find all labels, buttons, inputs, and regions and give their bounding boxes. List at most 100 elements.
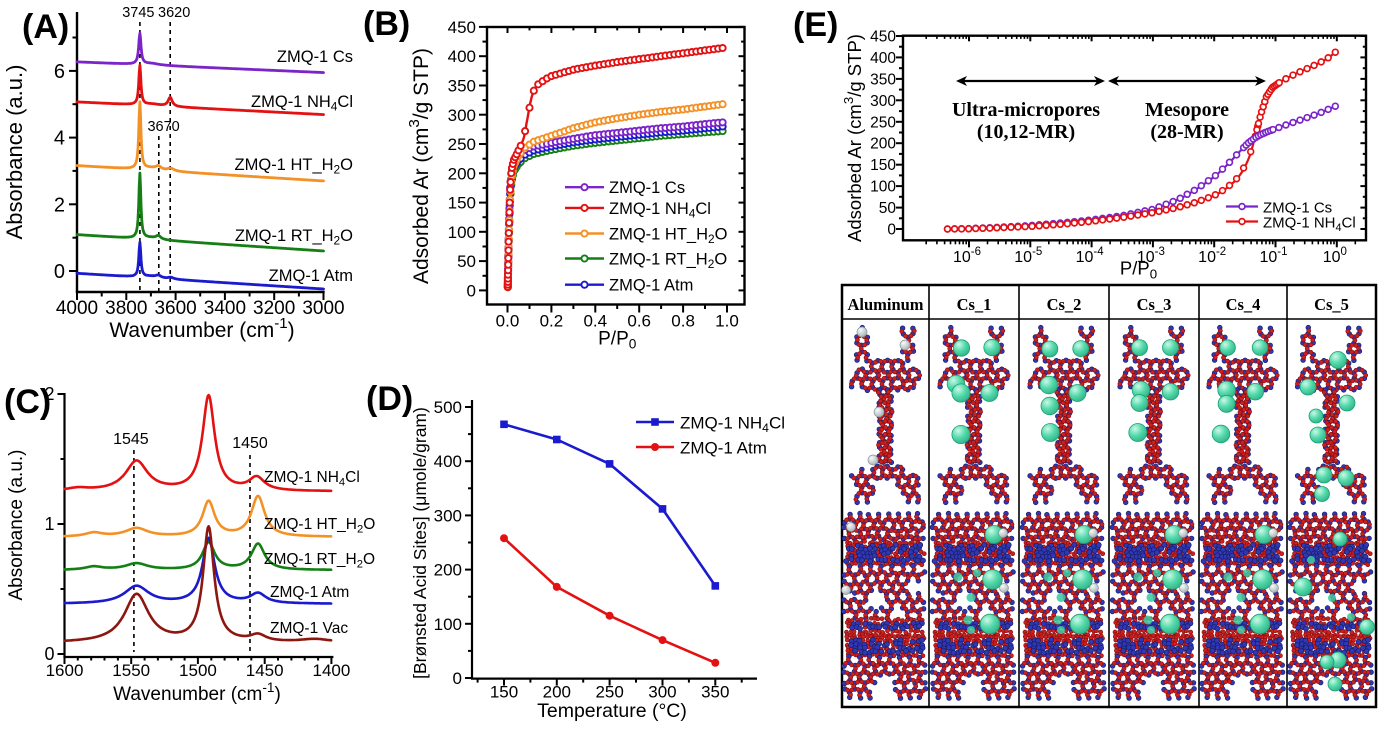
svg-text:P/P0: P/P0	[598, 329, 637, 352]
svg-text:(B): (B)	[363, 5, 410, 43]
svg-text:(C): (C)	[4, 383, 51, 421]
svg-text:3400: 3400	[204, 298, 246, 319]
svg-text:1500: 1500	[179, 661, 217, 680]
svg-text:4000: 4000	[56, 298, 98, 319]
svg-text:1450: 1450	[232, 435, 268, 452]
svg-text:ZMQ-1 RT_H2O: ZMQ-1 RT_H2O	[264, 551, 375, 570]
svg-text:100: 100	[434, 615, 462, 634]
svg-text:0.8: 0.8	[671, 312, 695, 331]
svg-text:ZMQ-1 NH4Cl: ZMQ-1 NH4Cl	[1263, 215, 1356, 234]
svg-text:3670: 3670	[147, 119, 179, 135]
svg-text:10-3: 10-3	[1137, 246, 1165, 266]
svg-text:(D): (D)	[366, 380, 413, 418]
svg-text:200: 200	[448, 164, 476, 183]
svg-text:[Brønsted Acid Sites] (μmole/g: [Brønsted Acid Sites] (μmole/gram)	[410, 407, 430, 679]
svg-text:Cs_2: Cs_2	[1047, 295, 1082, 314]
svg-text:200: 200	[434, 561, 462, 580]
svg-text:ZMQ-1 Cs: ZMQ-1 Cs	[277, 48, 353, 66]
svg-text:10-5: 10-5	[1014, 246, 1042, 266]
svg-text:3800: 3800	[105, 298, 147, 319]
svg-text:350: 350	[701, 683, 729, 702]
svg-text:Mesopore: Mesopore	[1145, 99, 1229, 121]
svg-text:1600: 1600	[46, 661, 84, 680]
svg-text:400: 400	[434, 452, 462, 471]
svg-text:450: 450	[870, 28, 896, 45]
svg-text:(10,12-MR): (10,12-MR)	[977, 121, 1075, 143]
svg-text:1.0: 1.0	[715, 312, 739, 331]
svg-text:4: 4	[54, 128, 65, 150]
svg-text:500: 500	[434, 398, 462, 417]
svg-text:10-2: 10-2	[1198, 246, 1226, 266]
svg-text:400: 400	[448, 47, 476, 66]
svg-text:ZMQ-1 HT_H2O: ZMQ-1 HT_H2O	[609, 226, 728, 247]
svg-text:250: 250	[870, 114, 896, 131]
svg-text:ZMQ-1 Atm: ZMQ-1 Atm	[269, 267, 353, 285]
svg-text:100: 100	[870, 179, 896, 196]
svg-text:Aluminum: Aluminum	[847, 295, 923, 314]
svg-text:3620: 3620	[158, 5, 190, 21]
svg-text:(A): (A)	[22, 8, 69, 46]
svg-text:250: 250	[595, 683, 623, 702]
svg-text:3600: 3600	[154, 298, 196, 319]
svg-text:Adsorbed Ar (cm3/g STP): Adsorbed Ar (cm3/g STP)	[406, 48, 433, 284]
svg-text:ZMQ-1 RT_H2O: ZMQ-1 RT_H2O	[235, 227, 353, 248]
svg-text:2: 2	[44, 384, 54, 404]
svg-text:0: 0	[54, 261, 65, 283]
svg-text:ZMQ-1 RT_H2O: ZMQ-1 RT_H2O	[609, 251, 727, 272]
svg-text:50: 50	[457, 252, 476, 271]
svg-text:ZMQ-1 Cs: ZMQ-1 Cs	[609, 179, 685, 197]
svg-text:150: 150	[870, 157, 896, 174]
svg-text:3200: 3200	[253, 298, 295, 319]
svg-text:Cs_3: Cs_3	[1137, 295, 1172, 314]
svg-text:200: 200	[870, 136, 896, 153]
svg-text:Absorbance (a.u.): Absorbance (a.u.)	[2, 65, 27, 240]
svg-text:Temperature (°C): Temperature (°C)	[537, 700, 687, 722]
svg-text:Cs_1: Cs_1	[957, 295, 992, 314]
svg-text:300: 300	[434, 506, 462, 525]
svg-text:1545: 1545	[113, 431, 149, 448]
svg-text:ZMQ-1 HT_H2O: ZMQ-1 HT_H2O	[235, 156, 354, 177]
svg-text:100: 100	[1323, 246, 1347, 266]
svg-text:0.2: 0.2	[540, 312, 564, 331]
svg-text:Adsorbed Ar (cm3/g STP): Adsorbed Ar (cm3/g STP)	[841, 34, 865, 242]
svg-text:3000: 3000	[302, 298, 344, 319]
svg-text:300: 300	[448, 106, 476, 125]
svg-text:ZMQ-1 Atm: ZMQ-1 Atm	[680, 439, 767, 458]
svg-text:10-6: 10-6	[953, 246, 981, 266]
svg-text:0: 0	[467, 281, 476, 300]
svg-text:(28-MR): (28-MR)	[1150, 121, 1223, 143]
svg-text:10-1: 10-1	[1259, 246, 1287, 266]
svg-text:1450: 1450	[246, 661, 284, 680]
svg-text:300: 300	[870, 93, 896, 110]
svg-text:ZMQ-1 NH4Cl: ZMQ-1 NH4Cl	[609, 200, 711, 221]
svg-text:0: 0	[44, 644, 54, 664]
svg-text:450: 450	[448, 18, 476, 37]
svg-text:0.6: 0.6	[627, 312, 651, 331]
svg-text:Cs_5: Cs_5	[1314, 295, 1349, 314]
svg-text:0.4: 0.4	[583, 312, 607, 331]
svg-text:10-4: 10-4	[1076, 246, 1105, 266]
svg-text:1400: 1400	[312, 661, 350, 680]
svg-text:6: 6	[54, 61, 65, 83]
svg-text:ZMQ-1 Cs: ZMQ-1 Cs	[1263, 200, 1332, 217]
svg-text:350: 350	[870, 71, 896, 88]
svg-text:Wavenumber (cm-1): Wavenumber (cm-1)	[113, 680, 281, 705]
svg-text:ZMQ-1 NH4Cl: ZMQ-1 NH4Cl	[251, 93, 353, 114]
svg-text:Cs_4: Cs_4	[1226, 295, 1261, 314]
svg-text:1: 1	[44, 514, 54, 534]
svg-text:150: 150	[448, 194, 476, 213]
svg-text:300: 300	[648, 683, 676, 702]
svg-text:400: 400	[870, 50, 896, 67]
svg-text:2: 2	[54, 194, 65, 216]
svg-text:ZMQ-1 Atm: ZMQ-1 Atm	[609, 277, 693, 295]
svg-text:ZMQ-1 NH4Cl: ZMQ-1 NH4Cl	[680, 414, 785, 436]
svg-text:150: 150	[490, 683, 518, 702]
svg-text:200: 200	[543, 683, 571, 702]
svg-text:P/P0: P/P0	[1120, 257, 1157, 281]
svg-text:Wavenumber (cm-1): Wavenumber (cm-1)	[109, 315, 294, 342]
svg-text:3745: 3745	[122, 5, 154, 21]
svg-text:350: 350	[448, 76, 476, 95]
svg-text:0: 0	[453, 669, 462, 688]
svg-text:ZMQ-1 NH4Cl: ZMQ-1 NH4Cl	[264, 469, 360, 488]
svg-text:Absorbance (a.u.): Absorbance (a.u.)	[6, 449, 27, 600]
